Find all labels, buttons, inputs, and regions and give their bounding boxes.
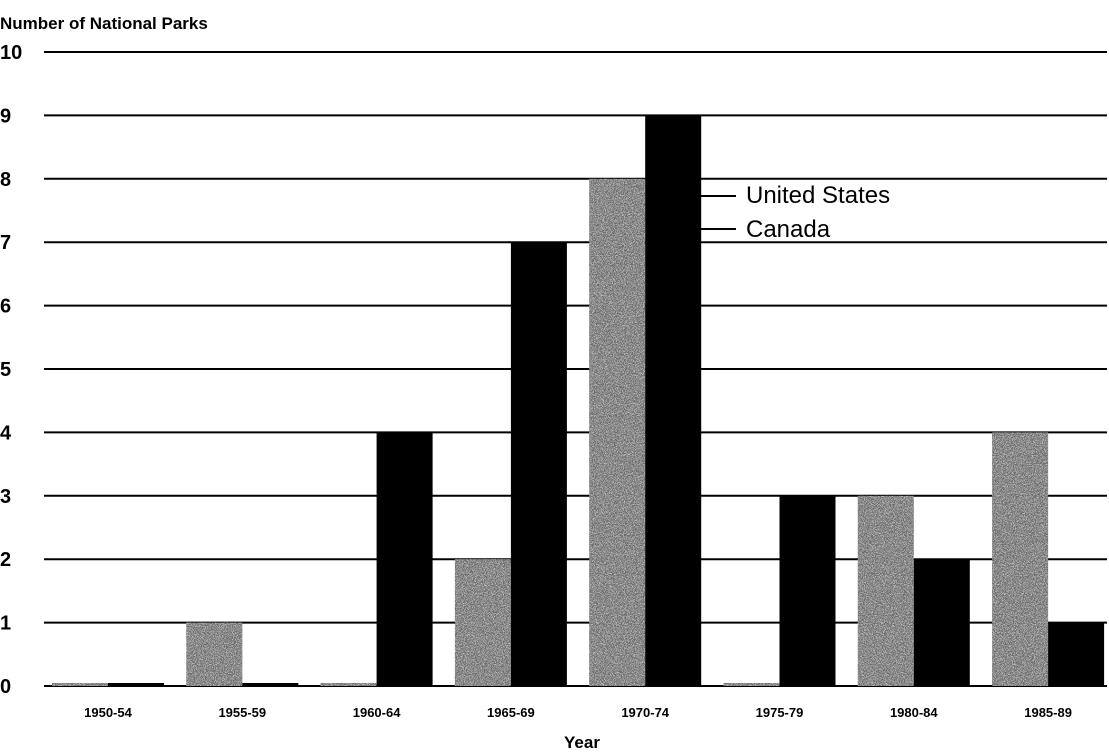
bar-canada-1960-64 [376, 432, 433, 686]
y-tick-label: 7 [0, 232, 11, 254]
bar-canada-1975-79 [779, 495, 836, 686]
legend-label-canada: Canada [746, 216, 831, 243]
y-tick-label: 0 [0, 676, 11, 698]
x-tick-labels: 1950-54 1955-59 1960-64 1965-69 1970-74 1975-… [84, 705, 1072, 720]
y-tick-label: 9 [0, 105, 11, 127]
bar-united-states-1965-69 [454, 559, 511, 686]
x-tick-label: 1980-84 [890, 705, 938, 720]
y-tick-label: 3 [0, 486, 11, 508]
x-tick-label: 1985-89 [1024, 705, 1072, 720]
bars [52, 115, 1105, 687]
bar-canada-1970-74 [645, 115, 702, 686]
y-tick-label: 2 [0, 549, 11, 571]
bar-united-states-1970-74 [589, 178, 646, 687]
legend: United States Canada [701, 182, 890, 243]
bar-united-states-1980-84 [857, 495, 914, 686]
y-tick-label: 4 [0, 422, 12, 444]
x-axis-title: Year [564, 733, 600, 752]
y-tick-labels: 0 1 2 3 4 5 6 7 8 9 10 [0, 42, 22, 698]
x-tick-label: 1970-74 [621, 705, 669, 720]
x-tick-label: 1955-59 [218, 705, 266, 720]
bar-canada-1980-84 [913, 559, 970, 686]
legend-label-united-states: United States [746, 182, 890, 209]
x-tick-label: 1950-54 [84, 705, 132, 720]
y-axis-title: Number of National Parks [0, 14, 208, 33]
bar-united-states-1950-54 [52, 683, 108, 686]
bar-canada-1950-54 [108, 683, 164, 686]
x-tick-label: 1965-69 [487, 705, 535, 720]
x-tick-label: 1975-79 [756, 705, 804, 720]
x-tick-label: 1960-64 [353, 705, 401, 720]
y-tick-label: 1 [0, 613, 11, 635]
y-tick-label: 10 [0, 42, 22, 64]
y-tick-label: 8 [0, 169, 11, 191]
bar-united-states-1960-64 [320, 683, 377, 686]
bar-united-states-1955-59 [186, 622, 243, 686]
bar-canada-1965-69 [510, 242, 567, 686]
y-tick-label: 6 [0, 296, 11, 318]
y-tick-label: 5 [0, 359, 11, 381]
bar-united-states-1975-79 [723, 683, 780, 686]
bar-canada-1985-89 [1048, 622, 1105, 686]
bar-canada-1955-59 [242, 683, 299, 686]
bar-united-states-1985-89 [992, 432, 1049, 686]
